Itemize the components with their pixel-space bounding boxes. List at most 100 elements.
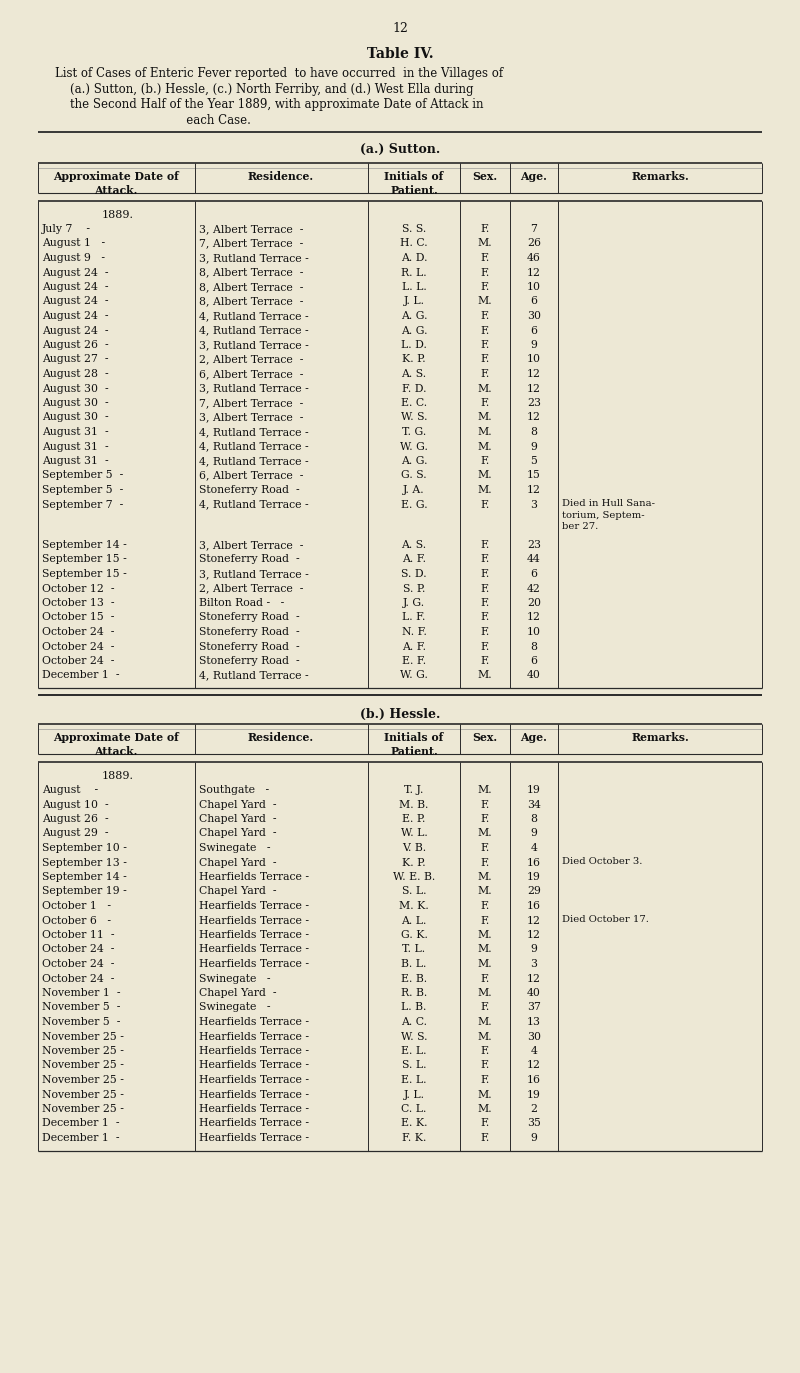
Text: F.: F. [480, 814, 490, 824]
Text: (a.) Sutton.: (a.) Sutton. [360, 143, 440, 157]
Text: E. G.: E. G. [401, 500, 427, 509]
Text: 23: 23 [527, 398, 541, 408]
Text: T. G.: T. G. [402, 427, 426, 437]
Text: F.: F. [480, 916, 490, 925]
Text: T. L.: T. L. [402, 945, 426, 954]
Text: E. K.: E. K. [401, 1119, 427, 1129]
Text: F.: F. [480, 354, 490, 364]
Text: August 24  -: August 24 - [42, 312, 109, 321]
Text: F.: F. [480, 1075, 490, 1085]
Text: W. S.: W. S. [401, 412, 427, 423]
Text: 10: 10 [527, 281, 541, 292]
Text: September 15 -: September 15 - [42, 568, 126, 579]
Text: Stoneferry Road  -: Stoneferry Road - [199, 485, 300, 496]
Text: F.: F. [480, 901, 490, 912]
Text: August 31  -: August 31 - [42, 427, 109, 437]
Text: F.: F. [480, 1060, 490, 1071]
Text: F.: F. [480, 656, 490, 666]
Text: F. D.: F. D. [402, 383, 426, 394]
Text: August 30  -: August 30 - [42, 383, 109, 394]
Text: 12: 12 [527, 916, 541, 925]
Text: Hearfields Terrace -: Hearfields Terrace - [199, 1031, 309, 1042]
Text: V. B.: V. B. [402, 843, 426, 853]
Text: M.: M. [478, 872, 492, 881]
Text: E. P.: E. P. [402, 814, 426, 824]
Text: 4: 4 [530, 1046, 538, 1056]
Text: November 1  -: November 1 - [42, 989, 121, 998]
Text: October 24  -: October 24 - [42, 627, 114, 637]
Text: 30: 30 [527, 1031, 541, 1042]
Text: Hearfields Terrace -: Hearfields Terrace - [199, 1133, 309, 1142]
Text: 8: 8 [530, 814, 538, 824]
Text: Residence.: Residence. [248, 732, 314, 743]
Text: 3: 3 [530, 500, 538, 509]
Text: A. S.: A. S. [402, 540, 426, 551]
Text: A. C.: A. C. [401, 1017, 427, 1027]
Text: October 12  -: October 12 - [42, 584, 114, 593]
Text: W. L.: W. L. [401, 828, 427, 839]
Text: Died in Hull Sana-
torium, Septem-
ber 27.: Died in Hull Sana- torium, Septem- ber 2… [562, 500, 655, 531]
Text: 3, Rutland Terrace -: 3, Rutland Terrace - [199, 253, 309, 264]
Text: A. G.: A. G. [401, 312, 427, 321]
Text: A. D.: A. D. [401, 253, 427, 264]
Text: M.: M. [478, 239, 492, 249]
Text: 4, Rutland Terrace -: 4, Rutland Terrace - [199, 325, 309, 335]
Text: Hearfields Terrace -: Hearfields Terrace - [199, 901, 309, 912]
Text: Sex.: Sex. [473, 172, 498, 183]
Text: F.: F. [480, 341, 490, 350]
Text: Approximate Date of
Attack.: Approximate Date of Attack. [53, 732, 179, 757]
Text: October 15  -: October 15 - [42, 612, 114, 622]
Text: F.: F. [480, 1119, 490, 1129]
Text: M.: M. [478, 828, 492, 839]
Text: August 24  -: August 24 - [42, 281, 109, 292]
Text: Bilton Road -   -: Bilton Road - - [199, 599, 284, 608]
Text: 42: 42 [527, 584, 541, 593]
Text: December 1  -: December 1 - [42, 670, 119, 681]
Text: M.: M. [478, 945, 492, 954]
Text: September 5  -: September 5 - [42, 485, 123, 496]
Text: J. G.: J. G. [403, 599, 425, 608]
Text: Hearfields Terrace -: Hearfields Terrace - [199, 872, 309, 881]
Text: F.: F. [480, 599, 490, 608]
Text: November 25 -: November 25 - [42, 1075, 124, 1085]
Text: M.: M. [478, 427, 492, 437]
Text: Age.: Age. [521, 732, 547, 743]
Text: Hearfields Terrace -: Hearfields Terrace - [199, 1104, 309, 1114]
Text: each Case.: each Case. [55, 114, 251, 126]
Text: Sex.: Sex. [473, 732, 498, 743]
Text: F.: F. [480, 843, 490, 853]
Text: Table IV.: Table IV. [366, 47, 434, 60]
Text: November 5  -: November 5 - [42, 1017, 120, 1027]
Text: Initials of
Patient.: Initials of Patient. [384, 172, 444, 196]
Text: L. D.: L. D. [401, 341, 427, 350]
Text: 40: 40 [527, 989, 541, 998]
Text: August 1   -: August 1 - [42, 239, 105, 249]
Text: Southgate   -: Southgate - [199, 785, 269, 795]
Text: September 5  -: September 5 - [42, 471, 123, 481]
Text: Swinegate   -: Swinegate - [199, 843, 270, 853]
Text: 13: 13 [527, 1017, 541, 1027]
Text: July 7    -: July 7 - [42, 224, 91, 233]
Text: 4, Rutland Terrace -: 4, Rutland Terrace - [199, 312, 309, 321]
Text: Hearfields Terrace -: Hearfields Terrace - [199, 1060, 309, 1071]
Text: 8, Albert Terrace  -: 8, Albert Terrace - [199, 281, 303, 292]
Text: August 10  -: August 10 - [42, 799, 109, 810]
Text: A. G.: A. G. [401, 325, 427, 335]
Text: 1889.: 1889. [102, 772, 134, 781]
Text: 30: 30 [527, 312, 541, 321]
Text: K. P.: K. P. [402, 858, 426, 868]
Text: Hearfields Terrace -: Hearfields Terrace - [199, 1090, 309, 1100]
Text: 3, Rutland Terrace -: 3, Rutland Terrace - [199, 341, 309, 350]
Text: 2, Albert Terrace  -: 2, Albert Terrace - [199, 584, 303, 593]
Text: 20: 20 [527, 599, 541, 608]
Text: 12: 12 [527, 369, 541, 379]
Text: 8, Albert Terrace  -: 8, Albert Terrace - [199, 297, 303, 306]
Text: Stoneferry Road  -: Stoneferry Road - [199, 627, 300, 637]
Text: M.: M. [478, 383, 492, 394]
Text: 12: 12 [527, 612, 541, 622]
Text: S. L.: S. L. [402, 887, 426, 897]
Text: 6: 6 [530, 656, 538, 666]
Text: E. B.: E. B. [401, 973, 427, 983]
Text: Hearfields Terrace -: Hearfields Terrace - [199, 1119, 309, 1129]
Text: August 30  -: August 30 - [42, 412, 109, 423]
